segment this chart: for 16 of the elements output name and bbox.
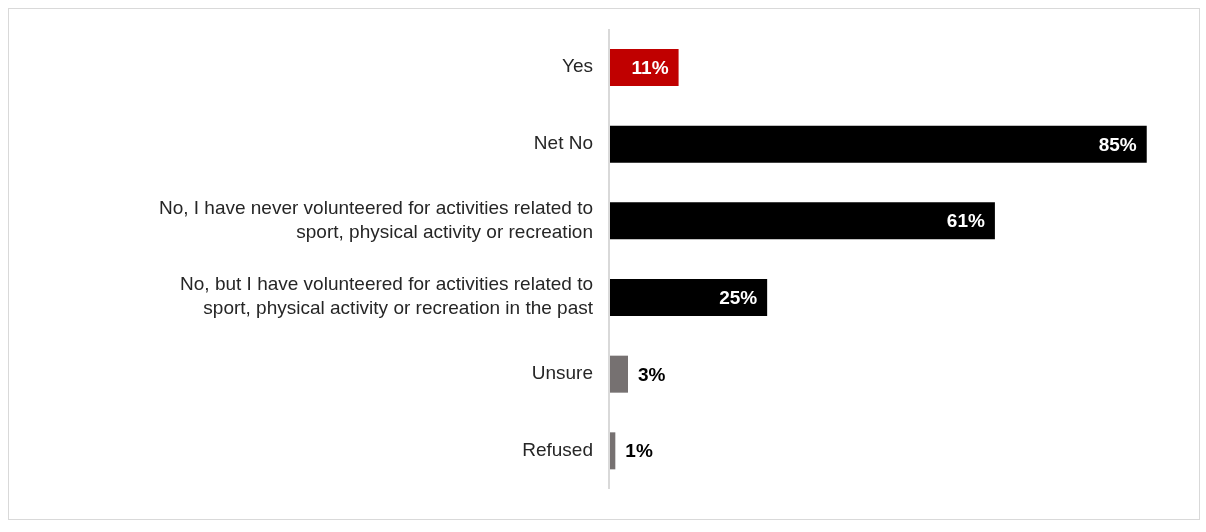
y-tick-label: Net No — [533, 132, 593, 154]
y-tick-label: No, I have never volunteered for activities related to sport, physical activity or recreation — [158, 196, 593, 242]
y-tick-label: Refused — [522, 438, 593, 460]
data-label: 85% — [1098, 133, 1137, 155]
y-tick-label: No, but I have volunteered for activities related to sport, physical activity or recreation in the past — [180, 273, 594, 319]
y-tick-label: Yes — [562, 55, 593, 77]
data-label: 61% — [946, 210, 986, 232]
data-label: 3% — [637, 363, 666, 385]
data-label: 1% — [625, 440, 653, 462]
data-label: 11% — [631, 57, 669, 78]
y-tick-label: Unsure — [531, 362, 593, 384]
bar — [609, 279, 768, 316]
data-label: 25% — [719, 287, 758, 308]
bar — [609, 125, 1147, 163]
bar — [609, 355, 628, 393]
bar — [609, 202, 995, 240]
